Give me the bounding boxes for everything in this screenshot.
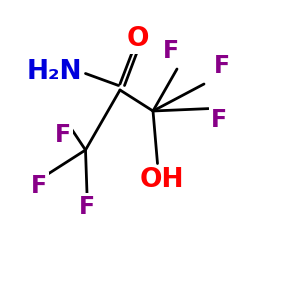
Text: F: F: [31, 174, 47, 198]
Text: F: F: [55, 123, 71, 147]
Text: OH: OH: [140, 167, 184, 193]
Text: F: F: [163, 39, 179, 63]
Text: F: F: [214, 54, 230, 78]
Text: F: F: [211, 108, 227, 132]
Text: F: F: [79, 195, 95, 219]
Text: H₂N: H₂N: [26, 59, 82, 85]
Text: O: O: [127, 26, 149, 52]
